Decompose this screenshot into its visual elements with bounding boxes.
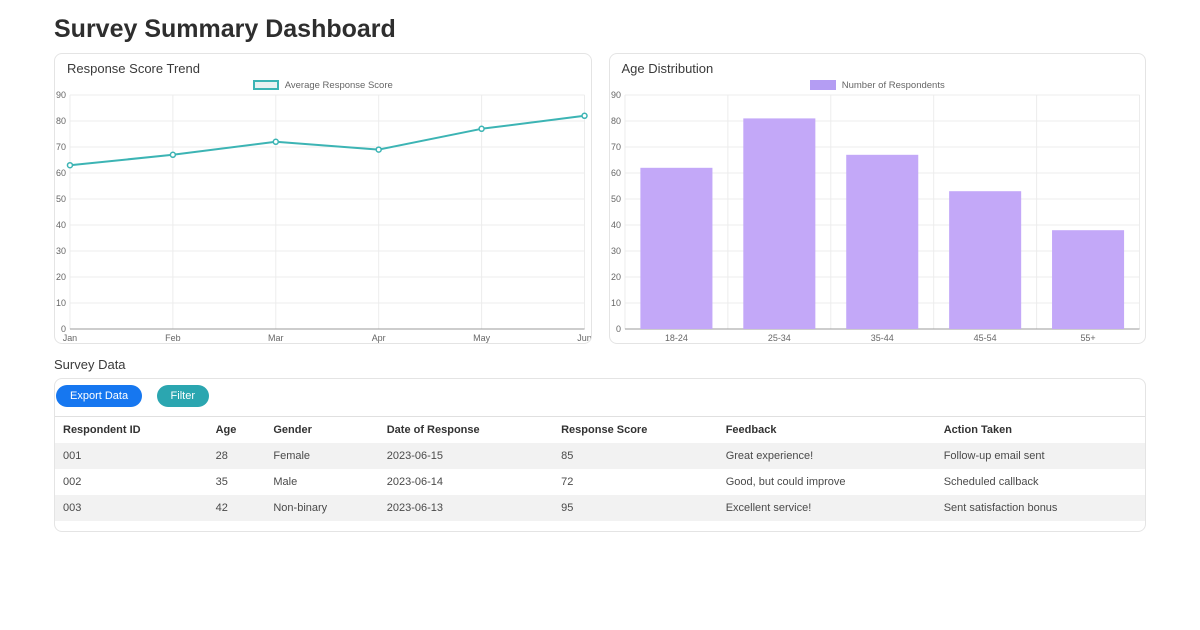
table-cell: 72 bbox=[561, 476, 574, 488]
column-header: Date of Response bbox=[378, 416, 554, 443]
svg-text:90: 90 bbox=[56, 91, 66, 100]
column-header: Response Score bbox=[553, 416, 718, 443]
svg-text:90: 90 bbox=[610, 91, 620, 100]
table-toolbar: Export Data Filter bbox=[55, 379, 1145, 416]
chart-title-age-distribution: Age Distribution bbox=[621, 61, 714, 76]
table-cell: Non-binary bbox=[273, 502, 328, 514]
svg-text:Mar: Mar bbox=[268, 333, 283, 343]
response-score-trend-panel: Response Score Trend Average Response Sc… bbox=[54, 53, 592, 344]
svg-text:30: 30 bbox=[610, 246, 620, 256]
column-header: Respondent ID bbox=[55, 416, 208, 443]
svg-text:45-54: 45-54 bbox=[973, 333, 996, 343]
table-cell: Great experience! bbox=[725, 450, 814, 462]
svg-text:70: 70 bbox=[610, 142, 620, 152]
svg-text:20: 20 bbox=[610, 272, 620, 282]
svg-text:May: May bbox=[473, 333, 490, 343]
svg-text:18-24: 18-24 bbox=[664, 333, 687, 343]
table-cell: Scheduled callback bbox=[943, 476, 1039, 488]
table-cell: 42 bbox=[215, 502, 228, 514]
age-distribution-panel: Age Distribution Number of Respondents 0… bbox=[608, 53, 1146, 344]
column-header: Age bbox=[207, 416, 266, 443]
table-row: 002 35 Male 2023-06-14 72 Good, but could imp… bbox=[55, 469, 1145, 495]
line-legend-swatch bbox=[252, 80, 279, 90]
bar-chart-legend[interactable]: Number of Respondents bbox=[610, 79, 1146, 91]
table-cell: 85 bbox=[561, 450, 574, 462]
table-cell: Female bbox=[273, 450, 311, 462]
svg-text:10: 10 bbox=[610, 298, 620, 308]
table-cell: 003 bbox=[63, 502, 82, 514]
survey-data-heading: Survey Data bbox=[54, 357, 126, 372]
table-row: 001 28 Female 2023-06-15 85 Great experience!… bbox=[55, 443, 1145, 469]
bar-legend-swatch bbox=[809, 80, 836, 90]
bar-chart-plot: 0 10 20 30 40 50 60 70 80 90 18-24 25-34 35-44 45-54 5… bbox=[610, 91, 1140, 343]
charts-row: Response Score Trend Average Response Sc… bbox=[54, 53, 1146, 344]
line-chart-legend[interactable]: Average Response Score bbox=[55, 79, 591, 91]
svg-text:55+: 55+ bbox=[1080, 333, 1095, 343]
export-data-button[interactable]: Export Data bbox=[56, 385, 143, 407]
table-cell: 2023-06-14 bbox=[386, 476, 443, 488]
svg-text:50: 50 bbox=[56, 194, 66, 204]
svg-text:80: 80 bbox=[56, 116, 66, 126]
svg-text:70: 70 bbox=[56, 142, 66, 152]
page-title: Survey Summary Dashboard bbox=[54, 15, 396, 43]
bar-legend-label: Number of Respondents bbox=[841, 79, 945, 91]
svg-text:Jan: Jan bbox=[63, 333, 77, 343]
svg-text:Jun: Jun bbox=[577, 333, 590, 343]
table-cell: Follow-up email sent bbox=[943, 450, 1045, 462]
svg-text:40: 40 bbox=[56, 220, 66, 230]
table-cell: 28 bbox=[215, 450, 228, 462]
table-cell: 35 bbox=[215, 476, 228, 488]
table-cell: Male bbox=[273, 476, 298, 488]
svg-text:35-44: 35-44 bbox=[870, 333, 893, 343]
line-chart-plot: 0 10 20 30 40 50 60 70 80 90 Jan Feb Mar Apr May Jun bbox=[56, 91, 591, 343]
table-cell: 001 bbox=[63, 450, 82, 462]
svg-text:0: 0 bbox=[615, 324, 620, 334]
table-cell: 002 bbox=[63, 476, 82, 488]
chart-title-response-score-trend: Response Score Trend bbox=[67, 61, 200, 76]
table-cell: 2023-06-13 bbox=[386, 502, 443, 514]
svg-text:60: 60 bbox=[56, 168, 66, 178]
column-header: Feedback bbox=[717, 416, 936, 443]
column-header: Gender bbox=[265, 416, 379, 443]
svg-text:Apr: Apr bbox=[372, 333, 386, 343]
svg-text:10: 10 bbox=[56, 298, 66, 308]
svg-text:50: 50 bbox=[610, 194, 620, 204]
table-header-row: Respondent ID Age Gender Date of Response Re… bbox=[55, 416, 1145, 443]
line-legend-label: Average Response Score bbox=[284, 79, 393, 91]
svg-text:0: 0 bbox=[61, 324, 66, 334]
svg-text:80: 80 bbox=[610, 116, 620, 126]
svg-text:40: 40 bbox=[610, 220, 620, 230]
table-cell: 2023-06-15 bbox=[386, 450, 443, 462]
svg-text:25-34: 25-34 bbox=[767, 333, 790, 343]
column-header: Action Taken bbox=[935, 416, 1145, 443]
survey-data-table: Respondent ID Age Gender Date of Response Re… bbox=[55, 416, 1145, 521]
svg-text:20: 20 bbox=[56, 272, 66, 282]
table-cell: 95 bbox=[561, 502, 574, 514]
table-cell: Good, but could improve bbox=[725, 476, 846, 488]
svg-text:Feb: Feb bbox=[165, 333, 180, 343]
filter-button[interactable]: Filter bbox=[156, 385, 209, 407]
table-cell: Excellent service! bbox=[725, 502, 812, 514]
svg-text:60: 60 bbox=[610, 168, 620, 178]
svg-text:30: 30 bbox=[56, 246, 66, 256]
table-cell: Sent satisfaction bonus bbox=[943, 502, 1058, 514]
table-row: 003 42 Non-binary 2023-06-13 95 Excellent ser… bbox=[55, 495, 1145, 521]
survey-data-panel: Export Data Filter Respondent ID Age Gende… bbox=[54, 378, 1146, 532]
